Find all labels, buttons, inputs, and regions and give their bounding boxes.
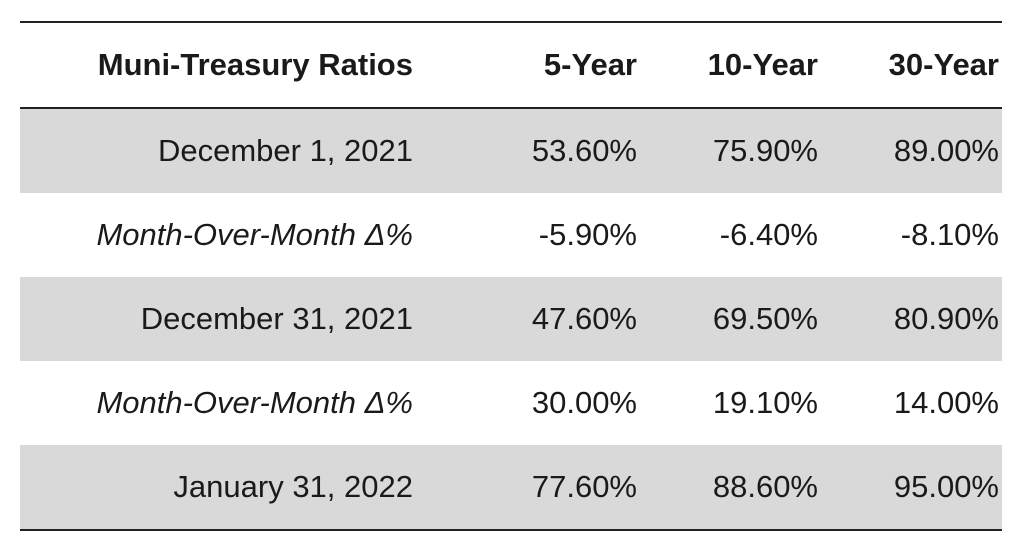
value-5-year: 47.60% <box>531 301 637 336</box>
header-label: Muni-Treasury Ratios <box>97 47 413 82</box>
muni-treasury-ratio-table: Muni-Treasury Ratios 5-Year 10-Year 30-Y… <box>20 21 1002 531</box>
row-label: December 1, 2021 <box>157 133 413 168</box>
value-30-year: 14.00% <box>893 385 999 420</box>
table-header-row: Muni-Treasury Ratios 5-Year 10-Year 30-Y… <box>20 23 1002 109</box>
table-row: December 31, 2021 47.60% 69.50% 80.90% <box>20 277 1002 361</box>
value-10-year: 75.90% <box>712 133 818 168</box>
value-5-year: 53.60% <box>531 133 637 168</box>
value-5-year: 77.60% <box>531 469 637 504</box>
table-row: January 31, 2022 77.60% 88.60% 95.00% <box>20 445 1002 529</box>
value-5-year: -5.90% <box>538 217 637 252</box>
value-30-year: 80.90% <box>893 301 999 336</box>
header-10-year: 10-Year <box>707 47 818 82</box>
value-10-year: 88.60% <box>712 469 818 504</box>
value-10-year: 69.50% <box>712 301 818 336</box>
header-5-year: 5-Year <box>543 47 637 82</box>
value-30-year: -8.10% <box>900 217 999 252</box>
table-row: December 1, 2021 53.60% 75.90% 89.00% <box>20 109 1002 193</box>
value-30-year: 95.00% <box>893 469 999 504</box>
value-5-year: 30.00% <box>531 385 637 420</box>
row-label: Month-Over-Month Δ% <box>96 385 413 420</box>
row-label: December 31, 2021 <box>140 301 413 336</box>
table-row: Month-Over-Month Δ% 30.00% 19.10% 14.00% <box>20 361 1002 445</box>
table-row: Month-Over-Month Δ% -5.90% -6.40% -8.10% <box>20 193 1002 277</box>
value-10-year: -6.40% <box>719 217 818 252</box>
value-10-year: 19.10% <box>712 385 818 420</box>
value-30-year: 89.00% <box>893 133 999 168</box>
row-label: January 31, 2022 <box>173 469 413 504</box>
header-30-year: 30-Year <box>888 47 999 82</box>
row-label: Month-Over-Month Δ% <box>96 217 413 252</box>
